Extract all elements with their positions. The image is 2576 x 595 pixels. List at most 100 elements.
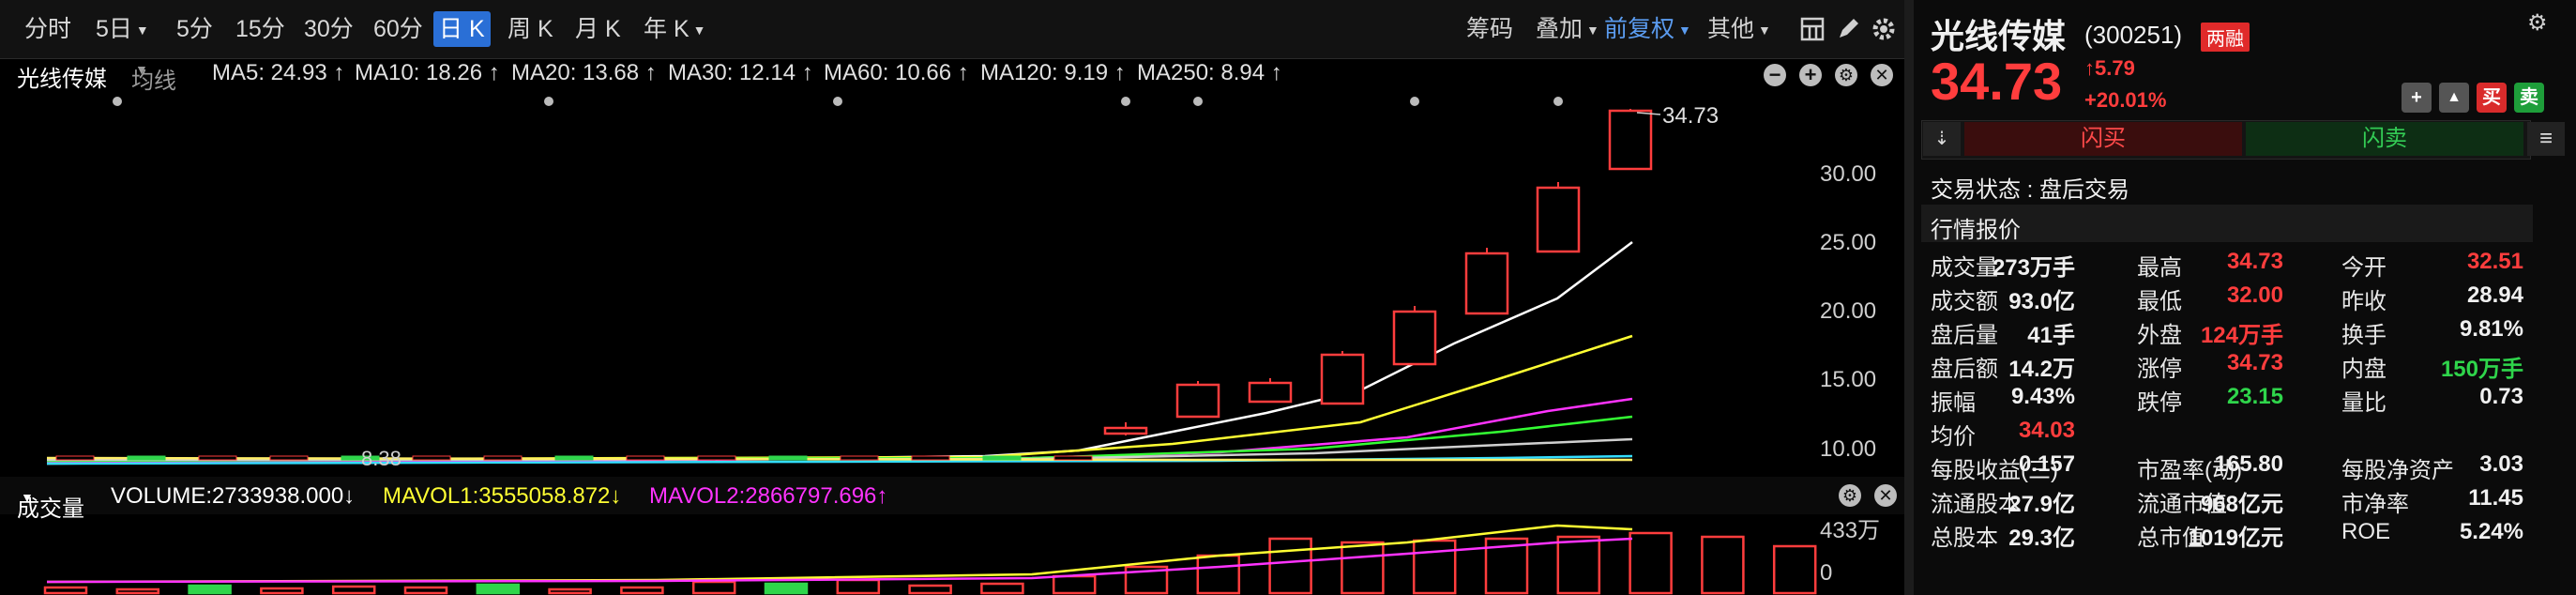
quote-value: 165.80 bbox=[2214, 451, 2283, 477]
volume-bar bbox=[620, 586, 664, 595]
alert-bell-button[interactable]: ▲ bbox=[2439, 83, 2469, 113]
close-icon[interactable]: ✕ bbox=[1874, 484, 1897, 507]
period-tab-year-k[interactable]: 年 K ▼ bbox=[644, 16, 706, 42]
volume-bar bbox=[1629, 531, 1673, 595]
minus-icon[interactable]: − bbox=[1764, 64, 1786, 86]
period-tab-day-k[interactable]: 日 K bbox=[433, 11, 491, 47]
chip-distribution-button[interactable]: 筹码 bbox=[1466, 16, 1514, 42]
quote-value: 11.45 bbox=[2468, 485, 2523, 511]
volume-indicator-bar: 成交量 ▼ VOLUME:2733938.000↓ MAVOL1:3555058.… bbox=[0, 477, 1904, 522]
flash-sell-button[interactable]: 闪卖 bbox=[2246, 122, 2523, 156]
quote-label: 流通股本 bbox=[1931, 492, 2021, 517]
period-tab-fenshi[interactable]: 分时 bbox=[24, 16, 72, 42]
event-dot[interactable] bbox=[113, 97, 122, 106]
ma120-label: MA120: 9.19 ↑ bbox=[980, 60, 1126, 85]
candle-body bbox=[1175, 383, 1220, 419]
volume-bar bbox=[1268, 537, 1312, 595]
volume-bar bbox=[43, 586, 88, 595]
chevron-down-icon: ▼ bbox=[692, 23, 706, 38]
period-tab-60min[interactable]: 60分 bbox=[373, 16, 423, 42]
add-watchlist-button[interactable]: + bbox=[2402, 83, 2432, 113]
panel-settings-icon[interactable]: ⚙ bbox=[2527, 10, 2548, 36]
volume-bar bbox=[188, 584, 232, 595]
event-dot[interactable] bbox=[1553, 97, 1563, 106]
expand-icon[interactable]: ⇣ bbox=[1923, 122, 1961, 156]
quote-label: 振幅 bbox=[1931, 390, 1976, 416]
quote-label: 总股本 bbox=[1931, 526, 1998, 551]
buy-button[interactable]: 买 bbox=[2477, 83, 2507, 113]
quote-label: 最低 bbox=[2137, 289, 2182, 314]
plus-icon[interactable]: + bbox=[1799, 64, 1822, 86]
quote-label: 今开 bbox=[2341, 255, 2387, 281]
volume-bar bbox=[476, 583, 521, 595]
event-dot[interactable] bbox=[1121, 97, 1130, 106]
overlay-dropdown[interactable]: 叠加 ▼ bbox=[1536, 16, 1599, 42]
price-tick: 10.00 bbox=[1820, 436, 1877, 462]
settings-icon[interactable] bbox=[1871, 16, 1897, 42]
event-dots bbox=[113, 97, 1563, 106]
other-dropdown[interactable]: 其他 ▼ bbox=[1707, 16, 1771, 42]
candle-body bbox=[554, 455, 594, 461]
event-dot[interactable] bbox=[1193, 97, 1203, 106]
volume-bar bbox=[836, 578, 881, 595]
volume-chart[interactable] bbox=[0, 514, 1904, 595]
quote-value: 23.15 bbox=[2226, 384, 2283, 409]
quote-label: 跌停 bbox=[2137, 390, 2182, 416]
panel-divider[interactable] bbox=[1904, 0, 1914, 595]
gear-icon[interactable]: ⚙ bbox=[1839, 484, 1861, 507]
period-tab-week-k[interactable]: 周 K bbox=[508, 16, 553, 42]
menu-icon[interactable]: ≡ bbox=[2527, 122, 2565, 156]
quote-label: ROE bbox=[2341, 519, 2391, 544]
price-change: ↑5.79 bbox=[2084, 56, 2135, 80]
volume-tick: 0 bbox=[1820, 560, 1833, 586]
quote-label: 成交量 bbox=[1931, 255, 1998, 281]
layout-icon[interactable] bbox=[1799, 16, 1826, 42]
period-tab-30min[interactable]: 30分 bbox=[304, 16, 354, 42]
chart-stock-name: 光线传媒 bbox=[17, 67, 107, 92]
quote-value: 29.3亿 bbox=[2008, 526, 2075, 551]
price-tick: 25.00 bbox=[1820, 230, 1877, 255]
draw-icon[interactable] bbox=[1835, 16, 1861, 42]
candle-body bbox=[483, 455, 523, 461]
ma10-label: MA10: 18.26 ↑ bbox=[355, 60, 500, 85]
period-tab-15min[interactable]: 15分 bbox=[235, 16, 285, 42]
period-tab-5day[interactable]: 5日 ▼ bbox=[96, 16, 149, 42]
candle-body bbox=[1320, 353, 1365, 405]
quote-label: 市盈率(动) bbox=[2137, 458, 2242, 483]
event-dot[interactable] bbox=[1410, 97, 1419, 106]
period-tab-month-k[interactable]: 月 K bbox=[575, 16, 621, 42]
adjust-mode-dropdown[interactable]: 前复权 ▼ bbox=[1604, 16, 1691, 42]
quote-value: 32.00 bbox=[2226, 282, 2283, 308]
event-dot[interactable] bbox=[833, 97, 842, 106]
quote-label: 成交额 bbox=[1931, 289, 1998, 314]
quote-label: 市净率 bbox=[2341, 492, 2409, 517]
candle-body bbox=[412, 455, 451, 461]
chevron-down-icon: ▼ bbox=[1678, 23, 1691, 38]
volume-bar bbox=[331, 585, 376, 595]
flash-buy-button[interactable]: 闪买 bbox=[1964, 122, 2242, 156]
candle-body bbox=[1103, 426, 1148, 435]
sell-button[interactable]: 卖 bbox=[2514, 83, 2544, 113]
ma-indicator-bar: 光线传媒 均线 ▼ MA5: 24.93 ↑ MA10: 18.26 ↑ MA20… bbox=[0, 58, 1904, 94]
price-tick: 15.00 bbox=[1820, 367, 1877, 392]
volume-tick: 433万 bbox=[1820, 518, 1881, 543]
quote-label: 换手 bbox=[2341, 323, 2387, 348]
quote-stock-name: 光线传媒 bbox=[1931, 17, 2067, 55]
trade-status: 交易状态 : 盘后交易 bbox=[1931, 177, 2130, 203]
quote-label: 昨收 bbox=[2341, 289, 2387, 314]
quote-label: 外盘 bbox=[2137, 323, 2182, 348]
candle-body bbox=[840, 455, 879, 461]
candle-body bbox=[626, 455, 665, 461]
event-dot[interactable] bbox=[544, 97, 553, 106]
gear-icon[interactable]: ⚙ bbox=[1835, 64, 1857, 86]
volume-bar bbox=[1701, 535, 1745, 595]
candle-body bbox=[768, 455, 808, 461]
chevron-down-icon: ▼ bbox=[135, 23, 149, 38]
quote-value: 28.94 bbox=[2466, 282, 2523, 308]
period-tab-5min[interactable]: 5分 bbox=[176, 16, 213, 42]
quote-label: 均价 bbox=[1931, 424, 1976, 450]
kline-chart[interactable]: 34.73 8.38 bbox=[0, 92, 1904, 477]
close-icon[interactable]: ✕ bbox=[1871, 64, 1893, 86]
volume-bar bbox=[764, 582, 809, 595]
chevron-down-icon: ▼ bbox=[1586, 23, 1599, 38]
